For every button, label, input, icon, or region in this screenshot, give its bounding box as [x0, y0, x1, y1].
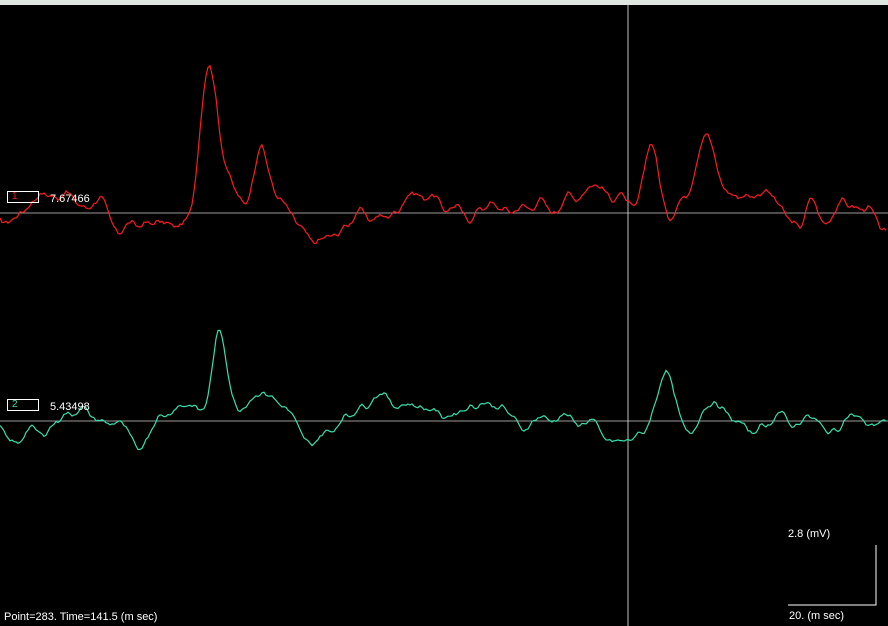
channel-1-trace — [0, 64, 887, 245]
channel-1-index: 1 — [12, 191, 18, 202]
channel-1-index-box[interactable]: 1 — [7, 191, 39, 203]
signal-plot-area[interactable] — [0, 5, 888, 626]
channel-1-value: 7.67466 — [50, 193, 90, 205]
cursor-readout: Point=283. Time=141.5 (m sec) — [4, 611, 158, 623]
channel-2-index-box[interactable]: 2 — [7, 399, 39, 411]
scale-bar-time-label: 20. (m sec) — [789, 610, 845, 622]
scale-bar — [788, 545, 877, 606]
channel-2-value: 5.43498 — [50, 401, 90, 413]
window-top-bar — [0, 0, 888, 5]
signal-plot-svg[interactable] — [0, 5, 888, 626]
channel-2-trace — [0, 329, 887, 451]
channel-2-index: 2 — [12, 399, 18, 410]
scale-bar-voltage-label: 2.8 (mV) — [788, 528, 831, 540]
